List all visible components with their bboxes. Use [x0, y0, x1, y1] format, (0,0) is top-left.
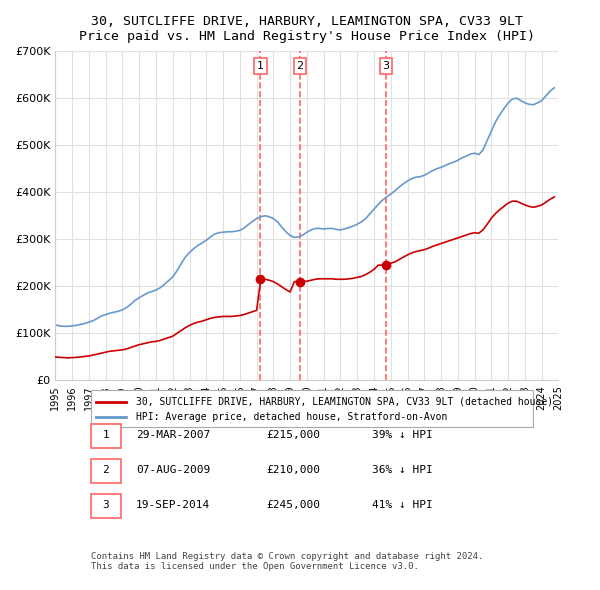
Text: 30, SUTCLIFFE DRIVE, HARBURY, LEAMINGTON SPA, CV33 9LT (detached house): 30, SUTCLIFFE DRIVE, HARBURY, LEAMINGTON…	[136, 397, 553, 407]
Text: 2: 2	[102, 465, 109, 475]
Text: 2: 2	[296, 61, 304, 71]
Text: £210,000: £210,000	[266, 465, 320, 475]
Text: 41% ↓ HPI: 41% ↓ HPI	[373, 500, 433, 510]
FancyBboxPatch shape	[91, 494, 121, 517]
Text: Contains HM Land Registry data © Crown copyright and database right 2024.
This d: Contains HM Land Registry data © Crown c…	[91, 552, 483, 571]
Text: HPI: Average price, detached house, Stratford-on-Avon: HPI: Average price, detached house, Stra…	[136, 412, 447, 422]
Text: 07-AUG-2009: 07-AUG-2009	[136, 465, 210, 475]
Text: 36% ↓ HPI: 36% ↓ HPI	[373, 465, 433, 475]
Text: 1: 1	[102, 430, 109, 440]
Text: £245,000: £245,000	[266, 500, 320, 510]
Text: 3: 3	[383, 61, 389, 71]
Text: 19-SEP-2014: 19-SEP-2014	[136, 500, 210, 510]
Text: 1: 1	[257, 61, 264, 71]
FancyBboxPatch shape	[91, 459, 121, 483]
Text: 39% ↓ HPI: 39% ↓ HPI	[373, 430, 433, 440]
FancyBboxPatch shape	[91, 424, 121, 448]
Text: £215,000: £215,000	[266, 430, 320, 440]
FancyBboxPatch shape	[91, 390, 533, 427]
Title: 30, SUTCLIFFE DRIVE, HARBURY, LEAMINGTON SPA, CV33 9LT
Price paid vs. HM Land Re: 30, SUTCLIFFE DRIVE, HARBURY, LEAMINGTON…	[79, 15, 535, 43]
Text: 3: 3	[102, 500, 109, 510]
Text: 29-MAR-2007: 29-MAR-2007	[136, 430, 210, 440]
